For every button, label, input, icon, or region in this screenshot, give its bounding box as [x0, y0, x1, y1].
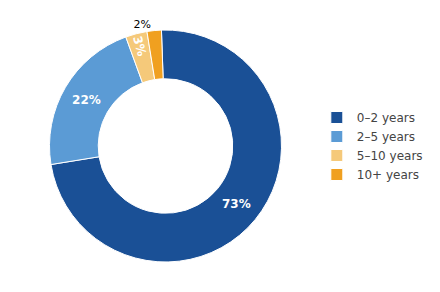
- svg-text:10+ years: 10+ years: [357, 168, 419, 182]
- svg-text:22%: 22%: [72, 93, 101, 107]
- svg-text:3%: 3%: [130, 35, 149, 58]
- svg-text:2%: 2%: [133, 18, 150, 31]
- svg-text:0–2 years: 0–2 years: [357, 111, 415, 125]
- svg-text:5–10 years: 5–10 years: [357, 149, 423, 163]
- svg-text:73%: 73%: [222, 197, 251, 211]
- svg-text:2–5 years: 2–5 years: [357, 130, 415, 144]
